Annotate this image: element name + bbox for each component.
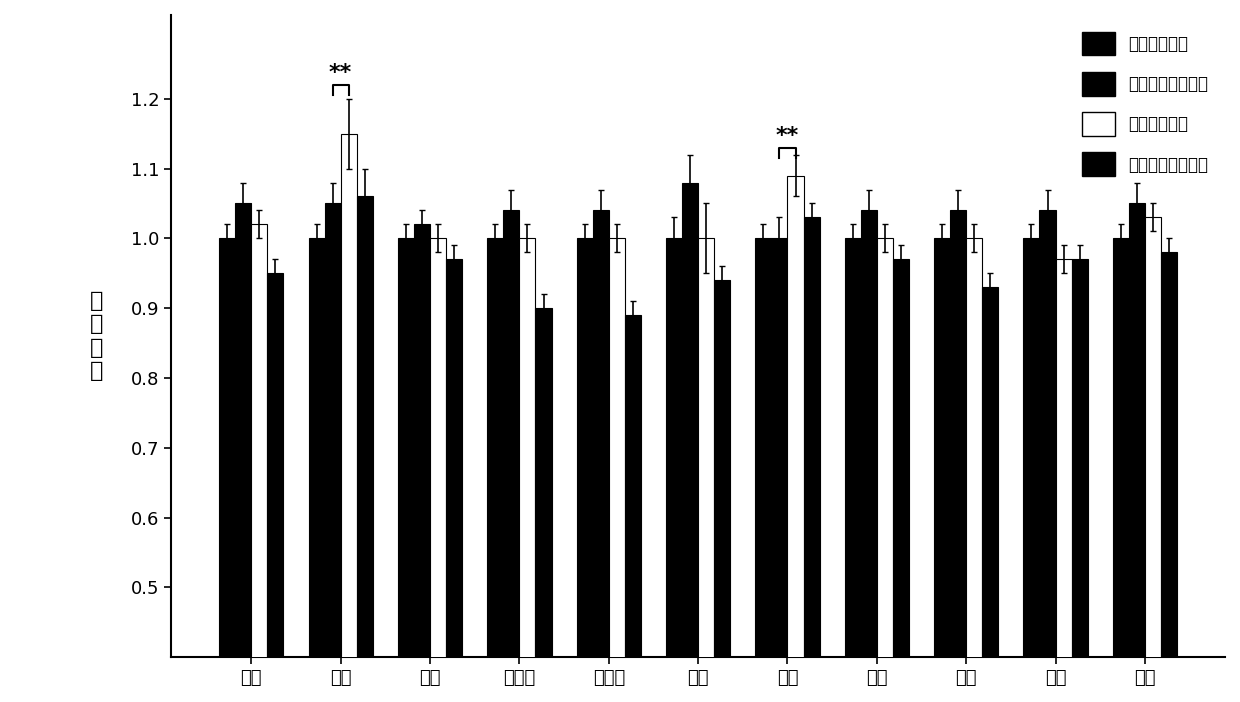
Bar — [787, 176, 804, 702]
Bar — [844, 239, 861, 702]
Bar — [1128, 204, 1145, 702]
Bar — [666, 239, 682, 702]
Bar — [771, 239, 787, 702]
Bar — [430, 239, 446, 702]
Bar — [1071, 259, 1087, 702]
Bar — [966, 239, 982, 702]
Bar — [414, 225, 430, 702]
Bar — [593, 211, 609, 702]
Bar — [1055, 259, 1071, 702]
Bar — [893, 259, 909, 702]
Bar — [625, 315, 641, 702]
Bar — [698, 239, 714, 702]
Bar — [1145, 218, 1161, 702]
Bar — [309, 239, 325, 702]
Bar — [1161, 252, 1177, 702]
Bar — [804, 218, 820, 702]
Bar — [577, 239, 593, 702]
Bar — [325, 204, 341, 702]
Y-axis label: 相
对
浓
度: 相 对 浓 度 — [89, 291, 103, 381]
Bar — [487, 239, 503, 702]
Bar — [861, 211, 877, 702]
Bar — [446, 259, 463, 702]
Text: **: ** — [776, 126, 799, 145]
Bar — [609, 239, 625, 702]
Bar — [1039, 211, 1055, 702]
Text: **: ** — [329, 62, 352, 83]
Bar — [536, 308, 552, 702]
Bar — [1112, 239, 1128, 702]
Bar — [341, 133, 357, 702]
Bar — [503, 211, 520, 702]
Bar — [982, 287, 998, 702]
Bar — [682, 183, 698, 702]
Bar — [219, 239, 236, 702]
Bar — [252, 225, 268, 702]
Bar — [236, 204, 252, 702]
Legend: 急性期对照组, 脊髓损伤急性期组, 急性期对照组, 脊髓损伤急性期组: 急性期对照组, 脊髓损伤急性期组, 急性期对照组, 脊髓损伤急性期组 — [1074, 23, 1216, 185]
Bar — [755, 239, 771, 702]
Bar — [714, 280, 730, 702]
Bar — [398, 239, 414, 702]
Bar — [877, 239, 893, 702]
Bar — [950, 211, 966, 702]
Bar — [268, 273, 284, 702]
Bar — [934, 239, 950, 702]
Bar — [1023, 239, 1039, 702]
Bar — [520, 239, 536, 702]
Bar — [357, 197, 373, 702]
